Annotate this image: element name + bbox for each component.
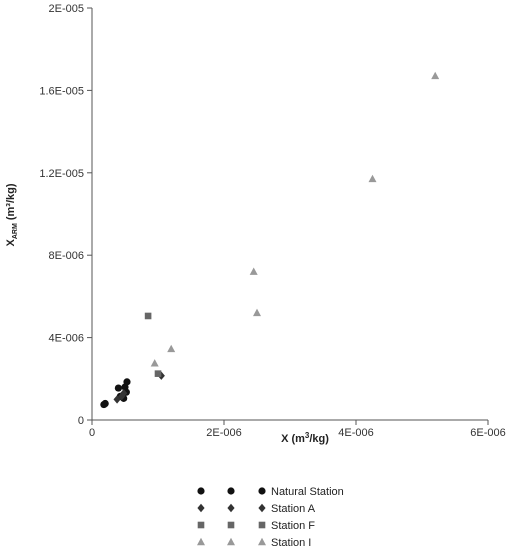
data-point: [150, 359, 159, 367]
legend-marker: [197, 537, 205, 546]
legend-item: Station I: [197, 537, 311, 549]
legend-label: Station F: [271, 520, 315, 532]
legend-marker: [258, 487, 266, 495]
data-point: [113, 395, 121, 404]
data-point: [101, 399, 109, 408]
legend-marker: [197, 521, 205, 529]
x-tick-label: 2E-006: [206, 427, 241, 439]
data-point: [368, 174, 377, 183]
axes: 0 2E-006 4E-006 6E-006 0 4E-006 8E-006 1.2E-005…: [39, 3, 505, 439]
legend-label: Station A: [271, 503, 316, 515]
legend: Natural Station Station A Station F Station…: [197, 486, 344, 549]
data-point: [123, 378, 131, 386]
legend-marker: [227, 503, 235, 513]
x-tick-label: 0: [89, 427, 95, 439]
y-tick-label: 0: [78, 415, 84, 427]
x-tick-label: 6E-006: [470, 427, 505, 439]
legend-marker: [258, 537, 266, 546]
data-points: [100, 71, 440, 409]
axis-titles: X (m3/kg) XARM (m³/kg): [5, 183, 329, 445]
data-point: [167, 344, 176, 353]
x-axis-title: X (m3/kg): [281, 431, 329, 445]
series-natural-station: [100, 378, 131, 409]
legend-label: Natural Station: [271, 486, 344, 498]
legend-item: Station A: [197, 503, 316, 515]
legend-marker: [227, 521, 235, 529]
series-station-f: [144, 312, 162, 377]
y-axis-title: XARM (m³/kg): [5, 183, 19, 246]
legend-marker: [227, 537, 235, 546]
legend-marker: [197, 487, 205, 495]
data-point: [431, 71, 440, 80]
legend-marker: [258, 503, 266, 513]
data-point: [144, 312, 152, 320]
legend-label: Station I: [271, 537, 311, 549]
legend-marker: [258, 521, 266, 529]
legend-item: Station F: [197, 520, 315, 532]
x-tick-label: 4E-006: [338, 427, 373, 439]
y-tick-label: 1.2E-005: [39, 168, 84, 180]
series-station-i: [150, 71, 440, 367]
data-point: [120, 389, 128, 398]
data-point: [154, 370, 162, 377]
data-point: [249, 267, 258, 275]
legend-item: Natural Station: [197, 486, 344, 498]
data-point: [114, 384, 122, 392]
y-tick-label: 1.6E-005: [39, 85, 84, 97]
data-point: [253, 308, 261, 317]
y-tick-label: 8E-006: [49, 250, 84, 262]
y-tick-label: 2E-005: [49, 3, 84, 15]
legend-marker: [227, 487, 235, 495]
y-tick-label: 4E-006: [49, 333, 84, 345]
legend-marker: [197, 503, 205, 513]
